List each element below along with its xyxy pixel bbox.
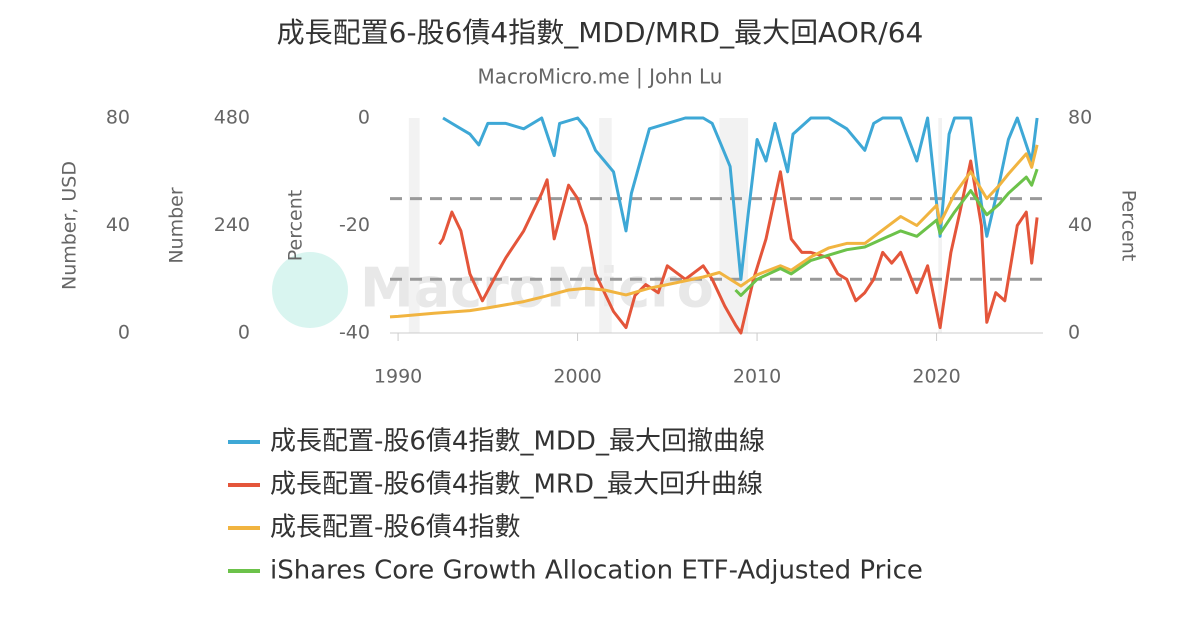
chart-title: 成長配置6-股6債4指數_MDD/MRD_最大回AOR/64 <box>277 16 924 49</box>
y-tick-label: 0 <box>1068 322 1080 344</box>
shaded-period <box>599 118 612 333</box>
chart-subtitle: MacroMicro.me | John Lu <box>478 65 723 89</box>
y-tick-label: 0 <box>238 322 250 344</box>
y-tick-label: 40 <box>106 214 130 236</box>
legend-label: 成長配置-股6債4指數_MDD_最大回撤曲線 <box>270 427 765 457</box>
legend-label: 成長配置-股6債4指數 <box>270 513 520 543</box>
x-tick-label: 1990 <box>374 366 422 388</box>
y-tick-label: 0 <box>358 107 370 129</box>
x-tick-label: 2020 <box>912 366 960 388</box>
y-tick-label: 80 <box>1068 107 1092 129</box>
shaded-period <box>408 118 420 333</box>
y-tick-label: 80 <box>106 107 130 129</box>
legend-label: iShares Core Growth Allocation ETF-Adjus… <box>270 556 923 586</box>
series-line <box>442 116 1039 281</box>
y-axis-label: Number, USD <box>59 161 81 290</box>
y-tick-label: -20 <box>339 214 370 236</box>
y-tick-label: 0 <box>118 322 130 344</box>
series-line <box>438 159 1039 335</box>
y-axis-label: Percent <box>285 190 307 262</box>
y-tick-label: 40 <box>1068 214 1092 236</box>
y-tick-label: 240 <box>214 214 250 236</box>
y-tick-label: 480 <box>214 107 250 129</box>
series-line <box>389 144 1039 319</box>
x-tick-label: 2010 <box>733 366 781 388</box>
legend-label: 成長配置-股6債4指數_MRD_最大回升曲線 <box>270 470 763 500</box>
series-line <box>734 168 1039 297</box>
x-tick-label: 2000 <box>553 366 601 388</box>
y-axis-label: Number <box>166 187 188 264</box>
y-axis-label: Percent <box>1118 190 1140 262</box>
y-tick-label: -40 <box>339 322 370 344</box>
watermark-logo <box>272 252 348 328</box>
